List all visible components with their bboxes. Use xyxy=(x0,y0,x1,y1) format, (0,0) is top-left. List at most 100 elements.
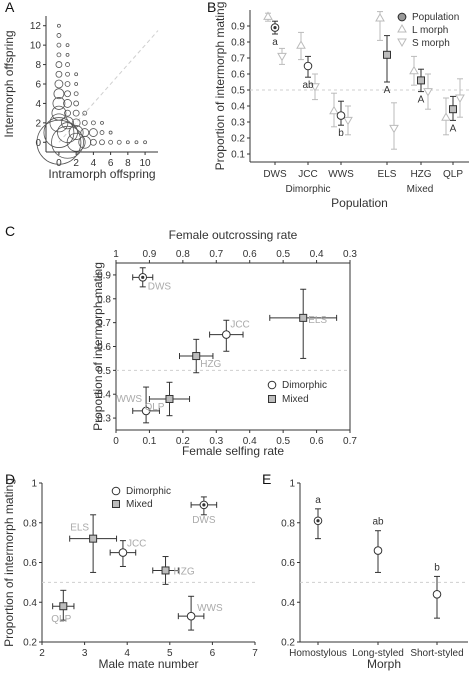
panel-d-point-label: DWS xyxy=(192,515,216,526)
panel-d-legend-dimorphic-marker xyxy=(111,486,121,496)
panel-a-x-label: Intramorph offspring xyxy=(48,167,155,181)
panel-a-y-tick-label: 8 xyxy=(35,60,41,71)
panel-b-significance-letter: A xyxy=(384,85,391,96)
panel-c-point-label: HZG xyxy=(200,359,221,370)
panel-e-category-label: Short-styled xyxy=(410,648,463,659)
panel-c-x-tick-label: 0.3 xyxy=(209,436,223,447)
panel-b-l-morph-marker xyxy=(329,105,339,115)
panel-d-point-label: HZG xyxy=(174,566,195,577)
panel-c-legend-mixed-marker xyxy=(268,395,276,403)
panel-a-bubble xyxy=(65,52,70,57)
panel-b-l-morph-marker xyxy=(409,65,419,75)
panel-c-y-tick-label: 0.8 xyxy=(97,294,111,305)
panel-b-y-label: Proportion of intermorph mating xyxy=(213,2,227,171)
panel-d-x-tick-label: 5 xyxy=(167,648,173,659)
panel-d-point-marker xyxy=(59,602,68,611)
panel-a-bubble xyxy=(66,132,86,152)
panel-a-bubble xyxy=(53,88,65,100)
panel-c-top-x-tick-label: 0.6 xyxy=(243,249,257,260)
panel-d-legend-mixed: Mixed xyxy=(126,499,153,510)
panel-d-point-label: WWS xyxy=(197,603,223,614)
panel-letter-e: E xyxy=(262,471,271,487)
panel-d-x-tick-label: 3 xyxy=(82,648,88,659)
panel-a-bubble xyxy=(64,90,71,98)
panel-c-legend-dimorphic: Dimorphic xyxy=(282,380,327,391)
panel-c-x-tick-label: 0.5 xyxy=(276,436,290,447)
panel-b-s-morph-marker xyxy=(455,94,465,104)
panel-b-legend-population-fill xyxy=(397,12,407,22)
panel-c-point-marker-center xyxy=(141,275,145,279)
panel-c-top-x-tick-label: 0.8 xyxy=(176,249,190,260)
panel-c-x-tick-label: 0 xyxy=(113,436,119,447)
panel-e-y-tick-label: 1 xyxy=(289,479,295,490)
panel-b-group-label: Dimorphic xyxy=(285,184,330,195)
panel-e-category-label: Homostylous xyxy=(289,648,347,659)
panel-b-y-tick-label: 0.9 xyxy=(231,22,245,33)
panel-e-significance-letter: ab xyxy=(372,517,384,528)
panel-b-population-marker-center xyxy=(273,26,277,30)
panel-a-bubble xyxy=(65,43,70,48)
panel-a-bubble xyxy=(134,140,139,145)
panel-c-y-tick-label: 0.5 xyxy=(97,366,111,377)
panel-a-bubble xyxy=(80,128,90,137)
panel-d-point-marker xyxy=(161,566,170,575)
panel-d-y-tick-label: 0.2 xyxy=(23,638,37,649)
panel-a-bubble xyxy=(108,130,113,135)
panel-a-bubble xyxy=(125,140,130,145)
panel-d-x-tick-label: 4 xyxy=(124,648,130,659)
panel-b-category-label: JCC xyxy=(298,169,317,180)
panel-a-bubble xyxy=(65,62,70,67)
panel-a-bubble xyxy=(89,138,97,146)
panel-b-significance-letter: a xyxy=(272,37,278,48)
panel-c-point-marker xyxy=(192,352,201,361)
panel-b-y-tick-label: 0.8 xyxy=(231,38,245,49)
panel-c-x-tick-label: 0.6 xyxy=(310,436,324,447)
panel-e-point-marker xyxy=(432,590,442,599)
panel-a-bubble xyxy=(74,82,79,86)
panel-e-category-label: Long-styled xyxy=(352,648,404,659)
panel-c-x-label: Female selfing rate xyxy=(182,444,284,458)
panel-a-bubble xyxy=(71,118,81,128)
panel-a-bubble xyxy=(82,110,88,116)
panel-c-x-tick-label: 0.4 xyxy=(243,436,257,447)
panel-a-x-tick-label: 10 xyxy=(140,158,152,169)
panel-a-y-tick-label: 0 xyxy=(35,138,41,149)
panel-b-significance-letter: ab xyxy=(302,80,314,91)
panel-d-point-label: ELS xyxy=(70,523,89,534)
panel-a-bubble xyxy=(56,52,62,58)
panel-c-legend-mixed: Mixed xyxy=(282,394,309,405)
panel-a-bubble xyxy=(56,33,62,38)
panel-b-category-label: QLP xyxy=(443,169,463,180)
panel-c-point-marker xyxy=(165,394,174,403)
panel-d-point-label: QLP xyxy=(51,614,71,625)
panel-a-bubble xyxy=(81,119,88,126)
panel-a-bubble xyxy=(63,99,72,108)
panel-letter-a: A xyxy=(5,0,15,15)
panel-a-x-tick-label: 8 xyxy=(125,158,131,169)
panel-b-s-morph-marker xyxy=(389,124,399,134)
panel-d-point-marker xyxy=(186,611,196,621)
panel-a-bubble xyxy=(43,117,75,148)
panel-a-y-tick-label: 12 xyxy=(30,21,42,32)
panel-b-s-morph-marker xyxy=(277,52,287,62)
panel-c-top-x-tick-label: 0.7 xyxy=(209,249,223,260)
panel-b-population-marker xyxy=(383,50,391,59)
panel-b-group-label: Mixed xyxy=(407,184,434,195)
panel-b-significance-letter: A xyxy=(418,95,425,106)
panel-c-top-x-tick-label: 0.9 xyxy=(142,249,156,260)
panel-b-l-morph-marker xyxy=(375,12,385,22)
panel-a-bubble xyxy=(99,139,105,146)
panel-b-category-label: ELS xyxy=(378,169,397,180)
panel-b-significance-letter: A xyxy=(450,123,457,134)
panel-c-point-marker xyxy=(141,406,151,416)
panel-b-y-tick-label: 0.7 xyxy=(231,54,245,65)
panel-a-bubble xyxy=(74,72,79,77)
panel-c-point-label: DWS xyxy=(148,281,172,292)
panel-e-y-tick-label: 0.4 xyxy=(281,598,295,609)
panel-a-x-tick-label: 4 xyxy=(91,158,97,169)
panel-b-population-marker xyxy=(417,76,425,85)
panel-b-s-morph-marker xyxy=(343,116,353,126)
panel-b-y-tick-label: 0.4 xyxy=(231,102,245,113)
panel-a-bubble xyxy=(64,81,71,87)
panel-a-y-tick-label: 4 xyxy=(35,99,41,110)
